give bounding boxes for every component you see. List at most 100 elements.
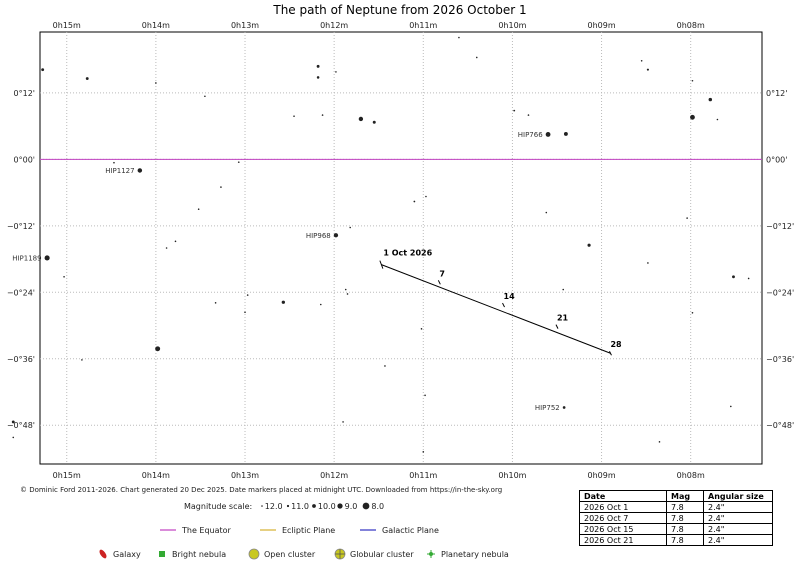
ephemeris-row: 2026 Oct 1 7.8 2.4" xyxy=(579,501,773,513)
ra-tick-label-bottom: 0h15m xyxy=(53,471,81,480)
date-tick xyxy=(555,324,559,329)
ephemeris-cell: 2026 Oct 7 xyxy=(579,512,667,524)
bright-nebula-icon xyxy=(159,551,165,557)
galaxy-icon xyxy=(99,549,107,559)
star-point xyxy=(113,161,115,164)
star-point xyxy=(316,64,320,68)
date-tick xyxy=(379,260,384,269)
star-point xyxy=(344,288,347,291)
star-point xyxy=(545,132,551,137)
ephemeris-cell: 2026 Oct 15 xyxy=(579,523,667,535)
object-legend-label: Galaxy xyxy=(113,550,141,559)
star-point xyxy=(646,68,649,71)
star-point xyxy=(690,114,695,120)
line-legend-label: Ecliptic Plane xyxy=(282,526,335,535)
ephemeris-cell: 7.8 xyxy=(666,512,704,524)
star-point xyxy=(63,276,65,278)
chart-title: The path of Neptune from 2026 October 1 xyxy=(272,3,526,17)
star-point xyxy=(155,82,157,84)
dec-tick-label-left: −0°24' xyxy=(7,288,35,297)
star-point xyxy=(562,288,565,291)
star-label: HIP968 xyxy=(306,232,331,240)
date-tick xyxy=(437,280,441,285)
star-point xyxy=(41,68,45,72)
star-point xyxy=(244,311,246,314)
star-point xyxy=(658,441,661,443)
star-point xyxy=(686,217,688,219)
dec-tick-label-left: −0°36' xyxy=(7,355,35,364)
magnitude-scale-dot xyxy=(337,503,343,509)
date-tick xyxy=(609,351,612,356)
ra-tick-label-top: 0h11m xyxy=(409,21,437,30)
star-point xyxy=(640,60,643,62)
ra-tick-label-top: 0h09m xyxy=(587,21,615,30)
ra-tick-label-top: 0h14m xyxy=(142,21,170,30)
star-point xyxy=(12,436,15,439)
star-point xyxy=(716,118,719,121)
date-label: 14 xyxy=(504,292,516,301)
star-point xyxy=(384,365,386,367)
star-point xyxy=(85,77,89,80)
star-point xyxy=(174,240,177,243)
star-point xyxy=(372,120,376,124)
star-point xyxy=(358,116,364,122)
object-legend-label: Open cluster xyxy=(264,550,316,559)
ephemeris-cell: 2026 Oct 1 xyxy=(579,501,667,513)
ra-tick-label-top: 0h13m xyxy=(231,21,259,30)
star-point xyxy=(475,56,478,59)
star-point xyxy=(647,262,649,264)
ra-tick-label-bottom: 0h13m xyxy=(231,471,259,480)
star-point xyxy=(346,293,349,295)
star-point xyxy=(204,95,206,98)
star-point xyxy=(730,405,732,408)
magnitude-scale-dot xyxy=(362,502,370,510)
star-point xyxy=(513,109,516,112)
ra-tick-label-bottom: 0h11m xyxy=(409,471,437,480)
date-label: 28 xyxy=(610,340,622,349)
ephemeris-cell: 7.8 xyxy=(666,534,704,546)
star-point xyxy=(708,97,713,102)
dec-tick-label-left: −0°48' xyxy=(7,421,35,430)
ra-tick-label-top: 0h12m xyxy=(320,21,348,30)
star-label: HIP752 xyxy=(535,404,560,412)
star-point xyxy=(691,312,694,314)
ra-tick-label-bottom: 0h10m xyxy=(498,471,526,480)
ephemeris-cell: 7.8 xyxy=(666,501,704,513)
ephemeris-header-size: Angular size xyxy=(703,490,773,502)
neptune-path-line xyxy=(381,264,611,354)
star-point xyxy=(562,406,566,409)
magnitude-scale-value: 12.0 xyxy=(265,502,283,511)
magnitude-scale-label: Magnitude scale: xyxy=(184,502,252,511)
date-label: 21 xyxy=(557,314,569,323)
object-legend-label: Bright nebula xyxy=(172,550,226,559)
dec-tick-label-right: −0°36' xyxy=(766,355,794,364)
star-point xyxy=(197,208,200,211)
dec-tick-label-right: 0°00' xyxy=(766,155,787,164)
ra-tick-label-bottom: 0h08m xyxy=(677,471,705,480)
star-point xyxy=(691,79,694,82)
ephemeris-cell: 2.4" xyxy=(703,501,773,513)
star-point xyxy=(424,394,426,397)
star-point xyxy=(458,36,460,39)
ephemeris-table: Date Mag Angular size 2026 Oct 1 7.8 2.4… xyxy=(579,490,773,546)
star-label: HIP1127 xyxy=(105,167,134,175)
ephemeris-row: 2026 Oct 7 7.8 2.4" xyxy=(579,512,773,524)
star-point xyxy=(220,186,222,188)
star-label: HIP766 xyxy=(518,131,543,139)
object-legend-label: Planetary nebula xyxy=(441,550,509,559)
dec-tick-label-right: −0°24' xyxy=(766,288,794,297)
star-point xyxy=(333,233,339,238)
magnitude-scale-value: 8.0 xyxy=(371,502,384,511)
magnitude-scale-dot xyxy=(286,504,290,508)
object-legend-label: Globular cluster xyxy=(350,550,414,559)
copyright-text: © Dominic Ford 2011-2026. Chart generate… xyxy=(20,486,502,494)
ephemeris-cell: 2.4" xyxy=(703,523,773,535)
ra-tick-label-top: 0h15m xyxy=(53,21,81,30)
line-legend-label: The Equator xyxy=(181,526,232,535)
star-point xyxy=(527,114,530,116)
star-point xyxy=(732,275,735,279)
date-tick xyxy=(502,302,505,308)
ra-tick-label-bottom: 0h09m xyxy=(587,471,615,480)
ephemeris-row: 2026 Oct 15 7.8 2.4" xyxy=(579,523,773,535)
